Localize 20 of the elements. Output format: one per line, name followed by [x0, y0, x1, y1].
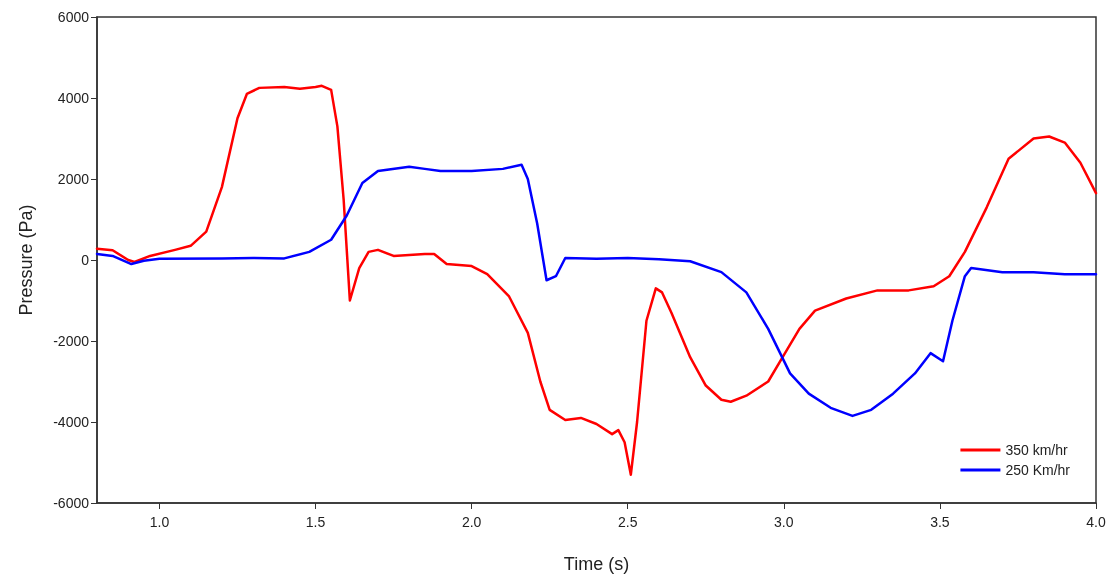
y-tick-label: 2000 — [57, 171, 90, 187]
y-tick-label: 0 — [81, 252, 90, 268]
y-axis-title: Pressure (Pa) — [16, 204, 36, 316]
x-tick-label: 2.0 — [461, 514, 482, 530]
x-tick-label: 4.0 — [1086, 514, 1106, 530]
y-tick-label: -6000 — [53, 495, 90, 511]
x-tick-label: 3.0 — [774, 514, 794, 530]
y-tick-label: 4000 — [57, 90, 90, 106]
x-tick-label: 1.0 — [149, 514, 170, 530]
y-tick-label: -2000 — [53, 333, 90, 349]
y-tick-label: 6000 — [57, 9, 90, 25]
y-tick-label: -4000 — [53, 414, 90, 430]
x-tick-label: 2.5 — [617, 514, 638, 530]
x-tick-label: 1.5 — [305, 514, 326, 530]
x-tick-label: 3.5 — [930, 514, 950, 530]
legend-label: 350 km/hr — [1005, 442, 1068, 458]
x-axis-title: Time (s) — [563, 554, 630, 574]
line-series — [95, 163, 1098, 418]
legend-label: 250 Km/hr — [1005, 462, 1071, 478]
line-series — [95, 84, 1098, 476]
